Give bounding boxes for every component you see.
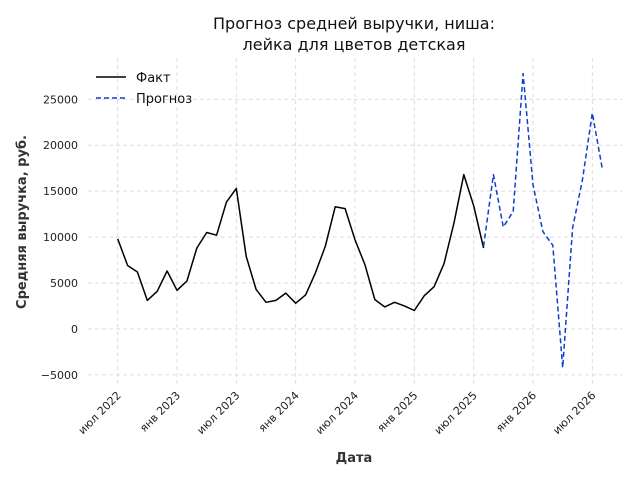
- chart-title-line-1: Прогноз средней выручки, ниша:: [213, 14, 495, 33]
- x-axis-ticks: июл 2022 янв 2023 июл 2023 янв 2024 июл 2024…: [76, 389, 599, 437]
- x-tick-label: июл 2025: [432, 389, 480, 437]
- x-tick-label: июл 2022: [76, 389, 124, 437]
- series-line-forecast: [482, 72, 603, 369]
- x-tick-label: янв 2026: [493, 389, 539, 435]
- plot-area: [116, 72, 603, 369]
- y-tick-label: 10000: [43, 231, 78, 244]
- y-tick-label: 15000: [43, 185, 78, 198]
- x-tick-label: янв 2023: [137, 389, 183, 435]
- chart-title-line-2: лейка для цветов детская: [243, 35, 466, 54]
- legend-label-forecast: Прогноз: [136, 92, 192, 107]
- x-tick-label: янв 2024: [256, 389, 302, 435]
- y-tick-label: 25000: [43, 93, 78, 106]
- y-tick-label: 20000: [43, 139, 78, 152]
- x-tick-label: июл 2023: [194, 389, 242, 437]
- legend-label-fact: Факт: [136, 71, 171, 86]
- x-axis-label: Дата: [336, 451, 373, 466]
- series-line-fact: [116, 173, 485, 312]
- y-tick-label: 0: [71, 323, 78, 336]
- y-axis-ticks: −5000 0 5000 10000 15000 20000 25000: [41, 93, 78, 381]
- x-tick-label: июл 2026: [550, 389, 598, 437]
- x-tick-label: июл 2024: [313, 389, 361, 437]
- grid: [88, 58, 622, 384]
- legend: Факт Прогноз: [96, 71, 192, 107]
- y-tick-label: 5000: [50, 277, 78, 290]
- x-tick-label: янв 2025: [375, 389, 421, 435]
- y-tick-label: −5000: [41, 369, 78, 382]
- y-axis-label: Средняя выручка, руб.: [15, 135, 30, 309]
